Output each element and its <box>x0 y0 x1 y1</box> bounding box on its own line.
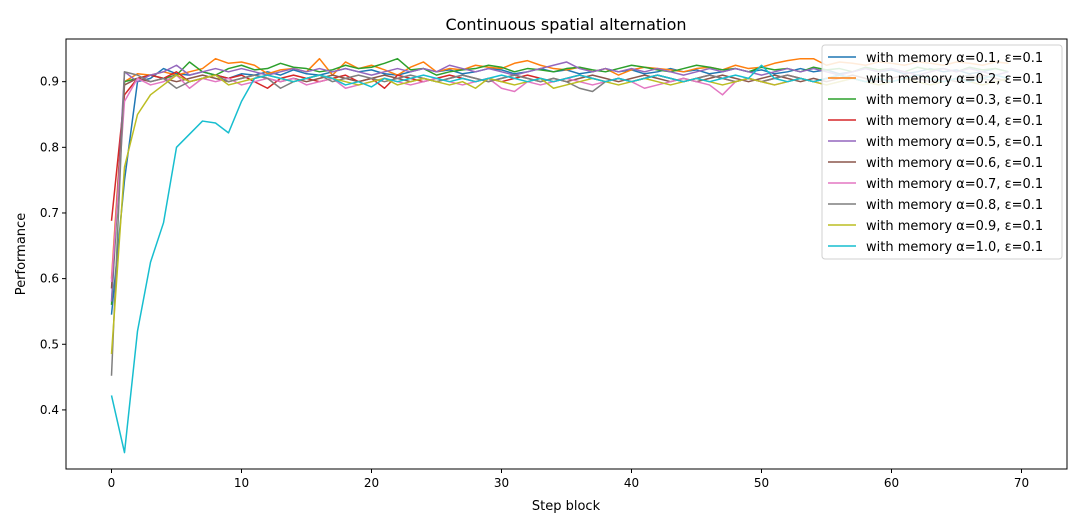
plot-frame <box>65 38 1068 470</box>
y-tick-label: 0.7 <box>40 206 59 220</box>
y-tick-label: 0.9 <box>40 75 59 89</box>
legend-box <box>821 44 1063 260</box>
x-axis-label: Step block <box>532 499 601 514</box>
chart-title: Continuous spatial alternation <box>445 15 686 34</box>
legend-entry: with memory α=0.7, ε=0.1 <box>866 177 1043 192</box>
y-axis: 0.4 0.5 0.6 0.7 0.8 0.9 <box>40 75 66 417</box>
y-axis-label: Performance <box>14 213 29 295</box>
legend-entry: with memory α=0.3, ε=0.1 <box>866 93 1043 108</box>
legend-entry: with memory α=0.9, ε=0.1 <box>866 219 1043 234</box>
legend-entry: with memory α=0.6, ε=0.1 <box>866 156 1043 171</box>
legend: with memory α=0.1, ε=0.1 with memory α=0.… <box>821 44 1063 260</box>
legend-entry: with memory α=0.4, ε=0.1 <box>866 114 1043 129</box>
legend-entry: with memory α=0.8, ε=0.1 <box>866 198 1043 213</box>
legend-entry: with memory α=0.5, ε=0.1 <box>866 135 1043 150</box>
x-tick-label: 20 <box>364 476 379 490</box>
x-axis: 0 10 20 30 40 50 60 70 <box>108 469 1029 490</box>
legend-entry: with memory α=0.1, ε=0.1 <box>866 51 1043 66</box>
y-tick-label: 0.5 <box>40 337 59 351</box>
x-tick-label: 0 <box>108 476 116 490</box>
x-tick-label: 40 <box>624 476 639 490</box>
x-tick-label: 10 <box>234 476 249 490</box>
x-tick-label: 70 <box>1014 476 1029 490</box>
y-tick-label: 0.8 <box>40 140 59 154</box>
y-tick-label: 0.6 <box>40 272 59 286</box>
x-tick-label: 30 <box>494 476 509 490</box>
y-tick-label: 0.4 <box>40 403 59 417</box>
legend-entry: with memory α=1.0, ε=0.1 <box>866 240 1043 255</box>
x-tick-label: 60 <box>884 476 899 490</box>
legend-entry: with memory α=0.2, ε=0.1 <box>866 72 1043 87</box>
x-tick-label: 50 <box>754 476 769 490</box>
